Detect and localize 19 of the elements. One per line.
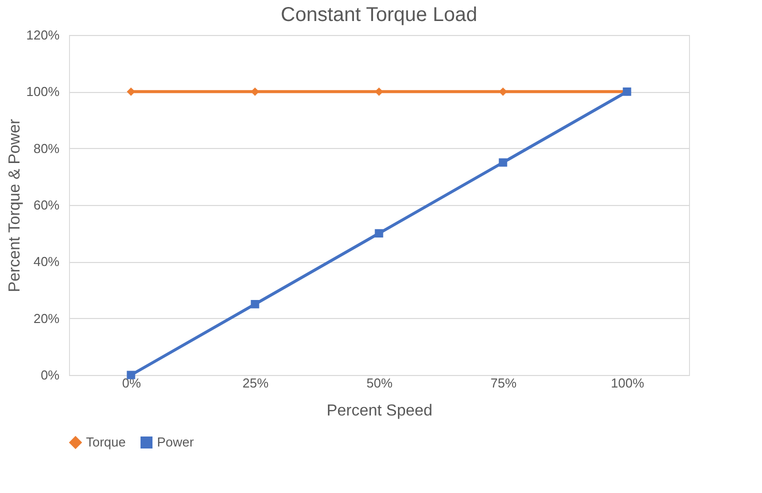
chart-title: Constant Torque Load [280, 4, 478, 26]
legend-label: Power [157, 434, 195, 450]
point [374, 229, 384, 238]
x-tick-label: 50% [366, 376, 393, 390]
y-tick-label: 80% [33, 140, 60, 156]
y-axis-title: Percent Torque & Power [6, 118, 24, 292]
y-tick-label: 120% [26, 28, 60, 42]
legend-label: Torque [86, 434, 126, 450]
point [250, 300, 260, 308]
y-tick-label: 60% [33, 198, 60, 212]
y-tick-label: 100% [26, 84, 60, 100]
x-tick-label: 100% [610, 376, 645, 390]
y-tick-label: 20% [33, 310, 60, 326]
x-tick-label: 25% [242, 376, 269, 390]
x-axis-title: Percent Speed [326, 402, 432, 420]
x-tick-label: 0% [122, 376, 142, 390]
y-tick-label: 40% [33, 254, 60, 270]
x-tick-label: 75% [490, 376, 517, 390]
point [498, 158, 508, 167]
